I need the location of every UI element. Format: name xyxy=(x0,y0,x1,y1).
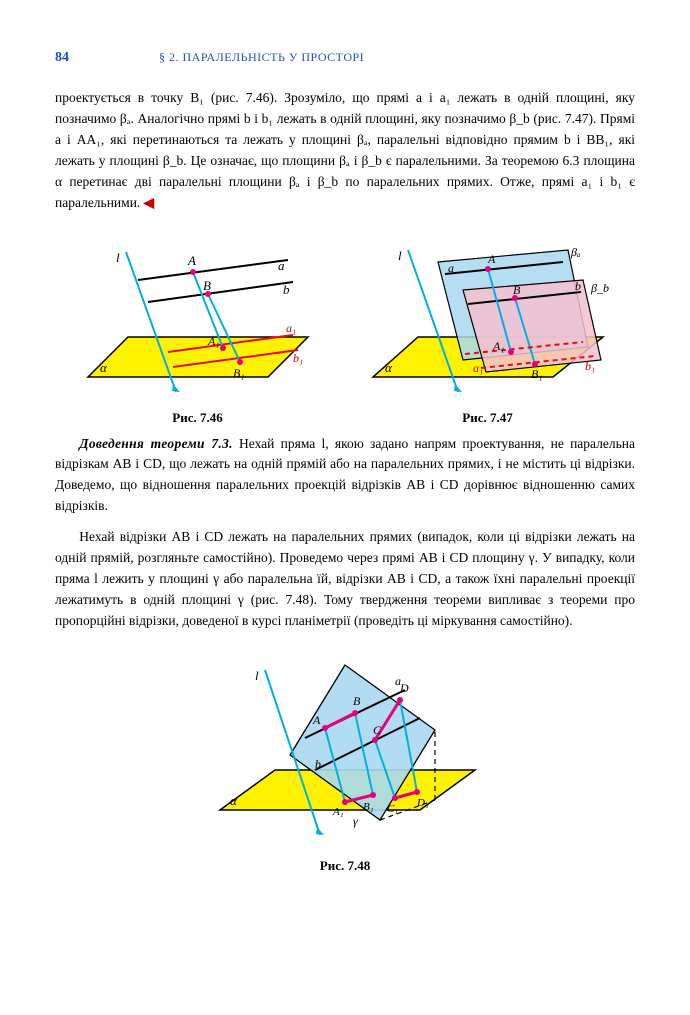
svg-text:C₁: C₁ xyxy=(387,803,398,815)
figure-746-caption: Рис. 7.46 xyxy=(68,410,328,426)
svg-text:a₁: a₁ xyxy=(286,321,296,335)
paragraph-3: Нехай відрізки AB і CD лежать на паралел… xyxy=(55,527,635,632)
svg-text:γ: γ xyxy=(353,814,358,828)
svg-text:βₐ: βₐ xyxy=(570,245,581,259)
svg-text:A: A xyxy=(487,252,496,266)
figure-748-caption: Рис. 7.48 xyxy=(195,858,495,874)
svg-text:B: B xyxy=(353,694,361,708)
svg-text:a: a xyxy=(278,258,285,273)
svg-text:b₁: b₁ xyxy=(293,351,303,365)
svg-text:a₁: a₁ xyxy=(473,361,483,375)
svg-text:A: A xyxy=(312,713,321,727)
figure-row-1: l A B a b A₁ B₁ a₁ b₁ α Рис. 7.46 xyxy=(55,232,635,426)
proof-end-icon: ◀ xyxy=(144,195,154,210)
svg-text:a: a xyxy=(395,674,401,688)
svg-text:l: l xyxy=(116,250,120,265)
svg-text:l: l xyxy=(255,668,259,683)
svg-text:b₁: b₁ xyxy=(585,359,595,373)
figure-746: l A B a b A₁ B₁ a₁ b₁ α Рис. 7.46 xyxy=(68,232,328,426)
svg-text:A₁: A₁ xyxy=(207,334,220,348)
svg-text:A₁: A₁ xyxy=(492,339,505,353)
svg-text:B₁: B₁ xyxy=(233,366,245,380)
svg-text:b: b xyxy=(315,757,321,771)
svg-text:a: a xyxy=(448,261,454,275)
svg-text:b: b xyxy=(575,279,581,293)
svg-text:β_b: β_b xyxy=(590,281,609,295)
figure-747: l a A βₐ B b β_b A₁ B₁ a₁ b₁ α Рис. 7.47 xyxy=(353,232,623,426)
page-number: 84 xyxy=(55,50,69,66)
svg-text:D₁: D₁ xyxy=(416,797,429,809)
svg-text:α: α xyxy=(100,360,108,375)
svg-text:l: l xyxy=(398,248,402,263)
svg-text:C: C xyxy=(373,723,382,737)
svg-text:B₁: B₁ xyxy=(363,801,374,813)
svg-text:b: b xyxy=(283,282,290,297)
svg-text:α: α xyxy=(385,360,393,375)
section-title: § 2. ПАРАЛЕЛЬНІСТЬ У ПРОСТОРІ xyxy=(159,50,364,65)
paragraph-2: Доведення теореми 7.3. Нехай пряма l, як… xyxy=(55,434,635,518)
svg-text:A₁: A₁ xyxy=(332,806,344,818)
svg-text:B₁: B₁ xyxy=(531,367,543,381)
svg-text:α: α xyxy=(230,793,238,808)
figure-747-caption: Рис. 7.47 xyxy=(353,410,623,426)
svg-text:A: A xyxy=(187,253,196,268)
svg-text:B: B xyxy=(513,283,521,297)
paragraph-1: проектується в точку B₁ (рис. 7.46). Зро… xyxy=(55,88,635,214)
svg-text:B: B xyxy=(203,278,211,293)
figure-row-2: l A B C D a b A₁ B₁ C₁ D₁ α γ Рис. 7.48 xyxy=(55,650,635,874)
figure-748: l A B C D a b A₁ B₁ C₁ D₁ α γ Рис. 7.48 xyxy=(195,650,495,874)
